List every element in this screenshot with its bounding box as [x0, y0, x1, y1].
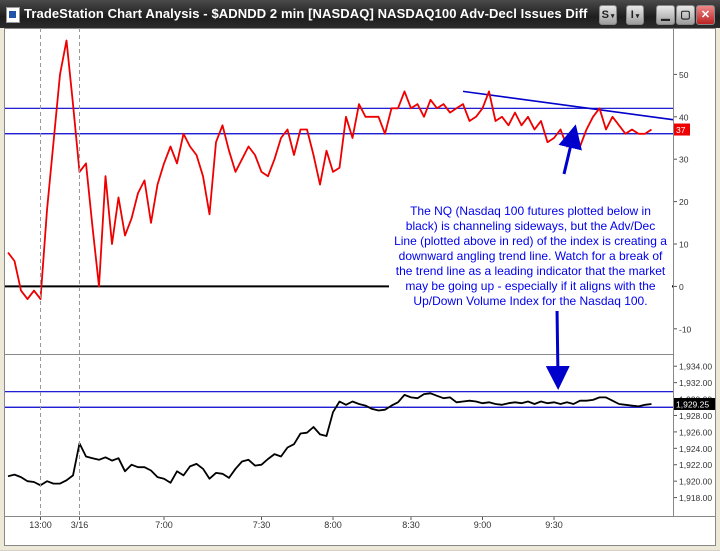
lower-series-line [7, 392, 652, 487]
x-tick-label: 9:00 [474, 520, 492, 530]
lower-y-tick-label: 1,920.00 [679, 477, 712, 487]
lower-y-tick-label: 1,932.00 [679, 378, 712, 388]
menu-s-button[interactable]: S ▾ [599, 5, 617, 25]
lower-pane: 1,934.001,932.001,930.001,928.001,926.00… [4, 362, 716, 503]
lower-last-value-badge [674, 397, 716, 410]
lower-y-tick-label: 1,922.00 [679, 460, 712, 470]
minimize-icon: ▁ [661, 9, 670, 21]
x-tick-label: 8:00 [324, 520, 342, 530]
upper-trend-line [462, 90, 674, 121]
close-button[interactable]: ✕ [696, 5, 715, 25]
lower-y-tick-label: 1,934.00 [679, 362, 712, 372]
upper-y-tick-label: 40 [679, 112, 689, 122]
upper-last-value-badge [674, 123, 690, 136]
x-tick-label: 8:30 [402, 520, 420, 530]
upper-y-tick-label: 0 [679, 282, 684, 292]
menu-i-button[interactable]: I ▾ [626, 5, 644, 25]
lower-y-tick-label: 1,918.00 [679, 493, 712, 503]
x-tick-label: 7:00 [155, 520, 173, 530]
arrow-to-lower-pane [545, 307, 570, 390]
lower-last-value-label: 1,929.25 [676, 399, 709, 409]
menu-i-label: I [630, 9, 634, 21]
lower-y-tick-label: 1,926.00 [679, 427, 712, 437]
upper-series-line [7, 39, 652, 301]
chart-frame [4, 28, 716, 546]
menu-s-label: S [601, 9, 609, 21]
arrow-to-trend-line [558, 124, 582, 175]
title-bar[interactable]: TradeStation Chart Analysis - $ADNDD 2 m… [0, 0, 720, 28]
minimize-button[interactable]: ▁ [656, 5, 675, 25]
window-title: TradeStation Chart Analysis - $ADNDD 2 m… [24, 6, 588, 21]
app-icon [6, 7, 20, 23]
upper-y-tick-label: 20 [679, 197, 689, 207]
upper-y-tick-label: -10 [679, 324, 692, 334]
lower-y-tick-label: 1,924.00 [679, 444, 712, 454]
x-tick-label: 13:00 [29, 520, 52, 530]
maximize-icon: ▢ [680, 9, 691, 21]
x-tick-label: 9:30 [545, 520, 563, 530]
x-axis: 13:00 3/16 7:00 7:30 8:00 8:30 9:00 9:30 [29, 516, 563, 530]
upper-last-value-label: 37 [676, 125, 686, 135]
x-tick-label: 3/16 [71, 520, 89, 530]
x-tick-label: 7:30 [253, 520, 271, 530]
upper-y-tick-label: 10 [679, 240, 689, 250]
annotation-text: The NQ (Nasdaq 100 futures plotted below… [389, 202, 672, 311]
close-icon: ✕ [700, 9, 711, 21]
upper-y-tick-label: 50 [679, 70, 689, 80]
maximize-button[interactable]: ▢ [676, 5, 695, 25]
lower-y-tick-label: 1,928.00 [679, 411, 712, 421]
upper-y-tick-label: 30 [679, 155, 689, 165]
